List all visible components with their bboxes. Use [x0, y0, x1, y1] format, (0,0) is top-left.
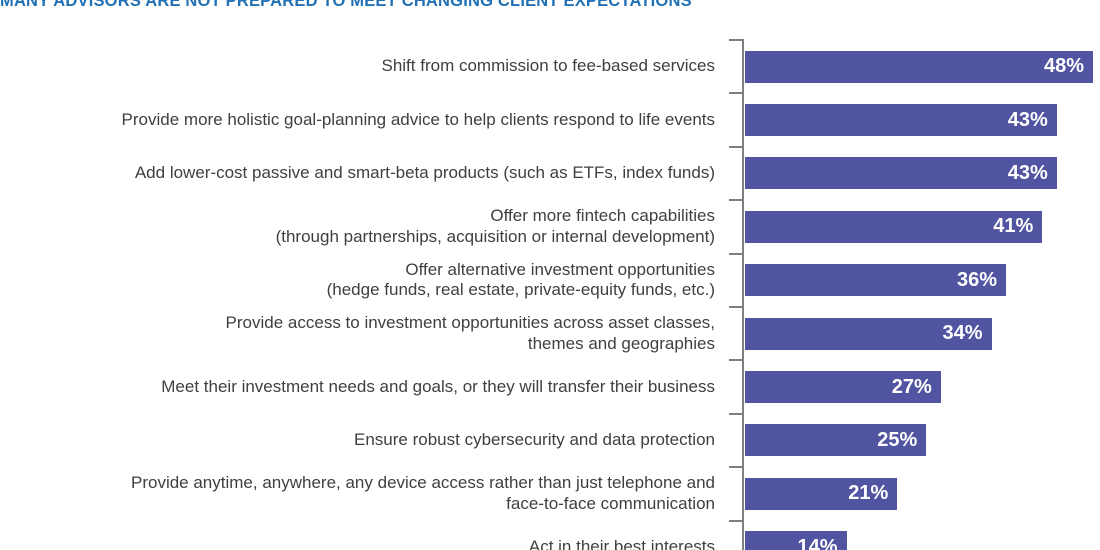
bar-row: Offer alternative investment opportuniti…	[0, 254, 1100, 307]
category-label-line: face-to-face communication	[506, 493, 715, 513]
bar-value-label: 14%	[797, 535, 838, 550]
category-label-line: Provide access to investment opportuniti…	[225, 313, 715, 333]
category-label-line: (hedge funds, real estate, private-equit…	[326, 280, 715, 300]
category-label: Shift from commission to fee-based servi…	[0, 56, 715, 77]
chart-title: MANY ADVISORS ARE NOT PREPARED TO MEET C…	[0, 0, 692, 10]
bar: 43%	[745, 157, 1057, 190]
bar-value-label: 43%	[1007, 161, 1048, 184]
bar: 41%	[745, 210, 1043, 243]
bar: 14%	[745, 531, 847, 550]
bar-value-label: 36%	[956, 268, 997, 291]
axis-tick	[729, 39, 743, 41]
bar-row: Ensure robust cybersecurity and data pro…	[0, 414, 1100, 467]
category-label: Ensure robust cybersecurity and data pro…	[0, 430, 715, 451]
axis-tick	[729, 145, 743, 148]
bar-row: Offer more fintech capabilities (through …	[0, 200, 1100, 253]
bar-value-label: 21%	[848, 482, 889, 505]
axis-tick	[729, 466, 743, 469]
category-label-line: Offer more fintech capabilities	[490, 206, 715, 226]
bar-value-label: 43%	[1007, 108, 1048, 131]
bar: 21%	[745, 477, 898, 510]
category-label: Add lower-cost passive and smart-beta pr…	[0, 163, 715, 184]
bar: 48%	[745, 50, 1093, 83]
category-label-line: Meet their investment needs and goals, o…	[161, 376, 715, 396]
bar-value-label: 27%	[891, 375, 932, 398]
axis-tick	[729, 199, 743, 202]
category-label: Provide more holistic goal-planning advi…	[0, 110, 715, 131]
bar-row: Shift from commission to fee-based servi…	[0, 40, 1100, 93]
category-label-line: Offer alternative investment opportuniti…	[405, 259, 715, 279]
bar: 36%	[745, 264, 1006, 297]
axis-tick	[729, 252, 743, 255]
bar: 43%	[745, 104, 1057, 137]
category-label: Offer alternative investment opportuniti…	[0, 260, 715, 301]
bar-row: Meet their investment needs and goals, o…	[0, 360, 1100, 413]
category-label-line: Provide more holistic goal-planning advi…	[121, 109, 715, 129]
category-label: Offer more fintech capabilities (through …	[0, 206, 715, 247]
category-label-line: Provide anytime, anywhere, any device ac…	[130, 473, 715, 493]
category-label: Act in their best interests	[0, 537, 715, 550]
category-label: Provide anytime, anywhere, any device ac…	[0, 473, 715, 514]
axis-tick	[729, 359, 743, 362]
axis-tick	[729, 412, 743, 415]
axis-tick	[729, 306, 743, 308]
category-label-line: themes and geographies	[527, 333, 715, 353]
bar-row: Add lower-cost passive and smart-beta pr…	[0, 147, 1100, 200]
y-axis-line	[742, 39, 744, 550]
bar-value-label: 48%	[1043, 55, 1084, 78]
category-label-line: (through partnerships, acquisition or in…	[275, 226, 715, 246]
bar-row: Act in their best interests 14%	[0, 521, 1100, 550]
category-label-line: Shift from commission to fee-based servi…	[381, 56, 715, 76]
bar-value-label: 34%	[942, 322, 983, 345]
bar-value-label: 41%	[993, 215, 1034, 238]
category-label: Provide access to investment opportuniti…	[0, 313, 715, 354]
bar-row: Provide access to investment opportuniti…	[0, 307, 1100, 360]
category-label-line: Act in their best interests	[528, 537, 715, 550]
bar-value-label: 25%	[877, 428, 918, 451]
bar-row: Provide anytime, anywhere, any device ac…	[0, 467, 1100, 520]
bar-row: Provide more holistic goal-planning advi…	[0, 93, 1100, 146]
axis-tick	[729, 92, 743, 95]
axis-tick	[729, 519, 743, 522]
bar: 34%	[745, 317, 992, 350]
bar: 27%	[745, 371, 941, 404]
bar: 25%	[745, 424, 927, 457]
category-label-line: Add lower-cost passive and smart-beta pr…	[134, 163, 715, 183]
category-label: Meet their investment needs and goals, o…	[0, 377, 715, 398]
category-label-line: Ensure robust cybersecurity and data pro…	[354, 430, 715, 450]
